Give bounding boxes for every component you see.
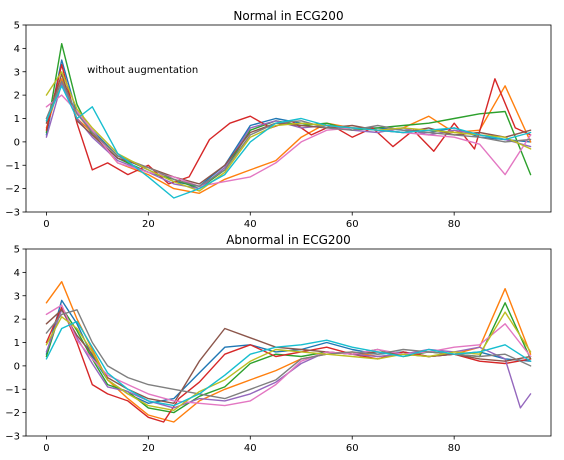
x-tick-label: 80 <box>448 443 461 454</box>
y-tick-label: 4 <box>14 44 20 55</box>
series-line-8 <box>45 311 532 411</box>
series-group <box>45 281 532 423</box>
y-tick-label: 5 <box>14 21 20 32</box>
y-tick-label: 0 <box>14 361 20 372</box>
y-tick-label: 4 <box>14 268 20 279</box>
x-tick-label: 40 <box>244 219 257 230</box>
chart-panel-normal: Normal in ECG200 0 20 40 60 80 −3 −2 −1 0 1 2 3 4 5 wit… <box>5 9 552 230</box>
y-tick-label: −1 <box>5 161 20 172</box>
series-line-9 <box>45 85 532 199</box>
series-line-2 <box>45 302 532 414</box>
series-line-4 <box>45 309 532 409</box>
x-tick-label: 20 <box>142 443 155 454</box>
chart-title: Normal in ECG200 <box>233 9 343 23</box>
series-line-6 <box>45 94 532 188</box>
series-line-7 <box>45 80 532 188</box>
series-line-7 <box>45 309 532 400</box>
y-tick-label: 5 <box>14 245 20 256</box>
series-line-0 <box>45 59 532 188</box>
chart-panel-abnormal: Abnormal in ECG200 0 20 40 60 80 −3 −2 −1 0 1 2 3 4 5 <box>5 233 552 454</box>
chart-title: Abnormal in ECG200 <box>226 233 351 247</box>
y-tick-label: 2 <box>14 91 20 102</box>
y-tick-label: −1 <box>5 385 20 396</box>
x-tick-label: 60 <box>346 219 359 230</box>
y-tick-label: −2 <box>5 184 20 195</box>
x-tick-label: 80 <box>448 219 461 230</box>
y-tick-label: 3 <box>14 67 20 78</box>
x-tick-label: 0 <box>43 219 49 230</box>
x-tick-label: 60 <box>346 443 359 454</box>
x-tick-label: 0 <box>43 443 49 454</box>
y-tick-label: 2 <box>14 315 20 326</box>
series-line-8 <box>45 71 532 192</box>
plot-frame <box>25 248 552 437</box>
y-tick-label: −2 <box>5 408 20 419</box>
y-tick-label: 3 <box>14 291 20 302</box>
series-line-9 <box>45 320 532 407</box>
series-group <box>45 43 532 199</box>
x-tick-label: 20 <box>142 219 155 230</box>
series-line-1 <box>45 78 532 195</box>
y-tick-label: −3 <box>5 208 20 219</box>
y-tick-label: 1 <box>14 338 20 349</box>
y-tick-label: 0 <box>14 137 20 148</box>
y-tick-label: −3 <box>5 432 20 443</box>
series-line-4 <box>45 82 532 190</box>
chart-annotation: without augmentation <box>87 65 198 76</box>
y-tick-label: 1 <box>14 114 20 125</box>
x-tick-label: 40 <box>244 443 257 454</box>
plot-frame <box>25 24 552 213</box>
